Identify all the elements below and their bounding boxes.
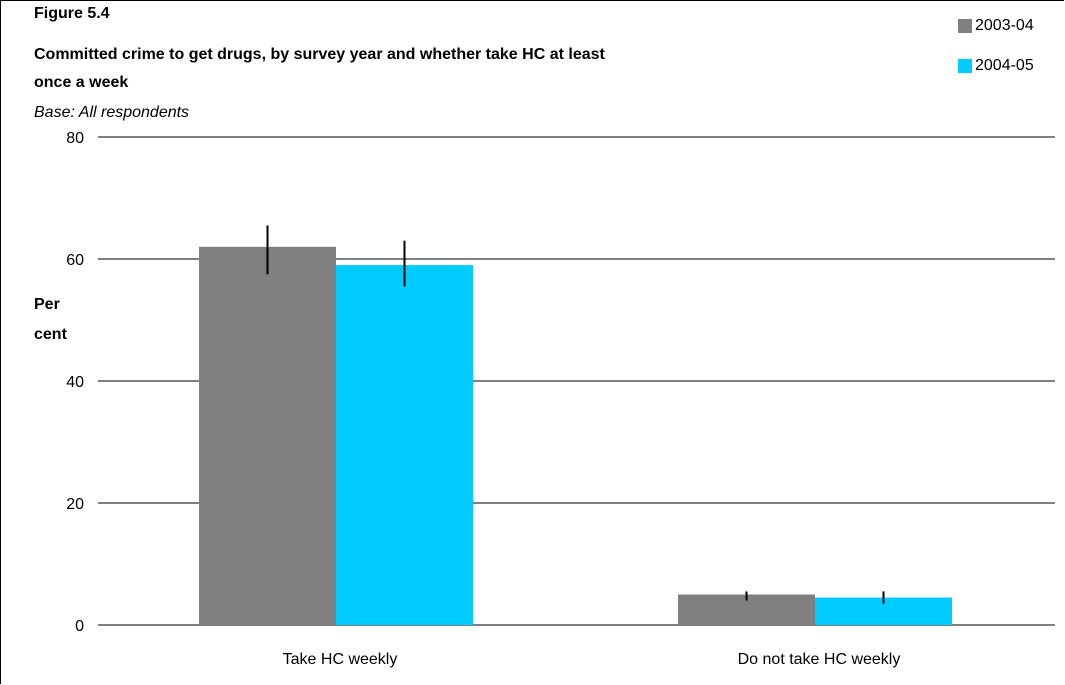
legend-swatch-2003-04: [958, 19, 972, 33]
y-tick-label-20: 20: [66, 496, 84, 513]
legend-item-2004-05: 2004-05: [958, 57, 1034, 75]
y-tick-label-80: 80: [66, 130, 84, 147]
y-tick-label-0: 0: [75, 618, 84, 635]
legend-item-2003-04: 2003-04: [958, 17, 1034, 35]
bar-2003-04-0: [199, 246, 336, 626]
y-tick-label-40: 40: [66, 374, 84, 391]
base-note: Base: All respondents: [34, 104, 190, 121]
x-tick-label-1: Do not take HC weekly: [738, 651, 901, 668]
y-tick-label-60: 60: [66, 252, 84, 269]
figure-label: Figure 5.4: [34, 5, 110, 22]
legend-label-2004-05: 2004-05: [975, 57, 1034, 74]
chart-title-line2: once a week: [34, 74, 129, 91]
bar-2004-05-0: [336, 265, 473, 625]
y-axis-label-line1: Per: [34, 296, 60, 313]
y-axis-label-line2: cent: [34, 326, 67, 343]
x-tick-label-0: Take HC weekly: [283, 651, 398, 668]
legend-swatch-2004-05: [958, 59, 972, 73]
chart-title-line1: Committed crime to get drugs, by survey …: [34, 46, 605, 63]
legend-label-2003-04: 2003-04: [975, 17, 1034, 34]
